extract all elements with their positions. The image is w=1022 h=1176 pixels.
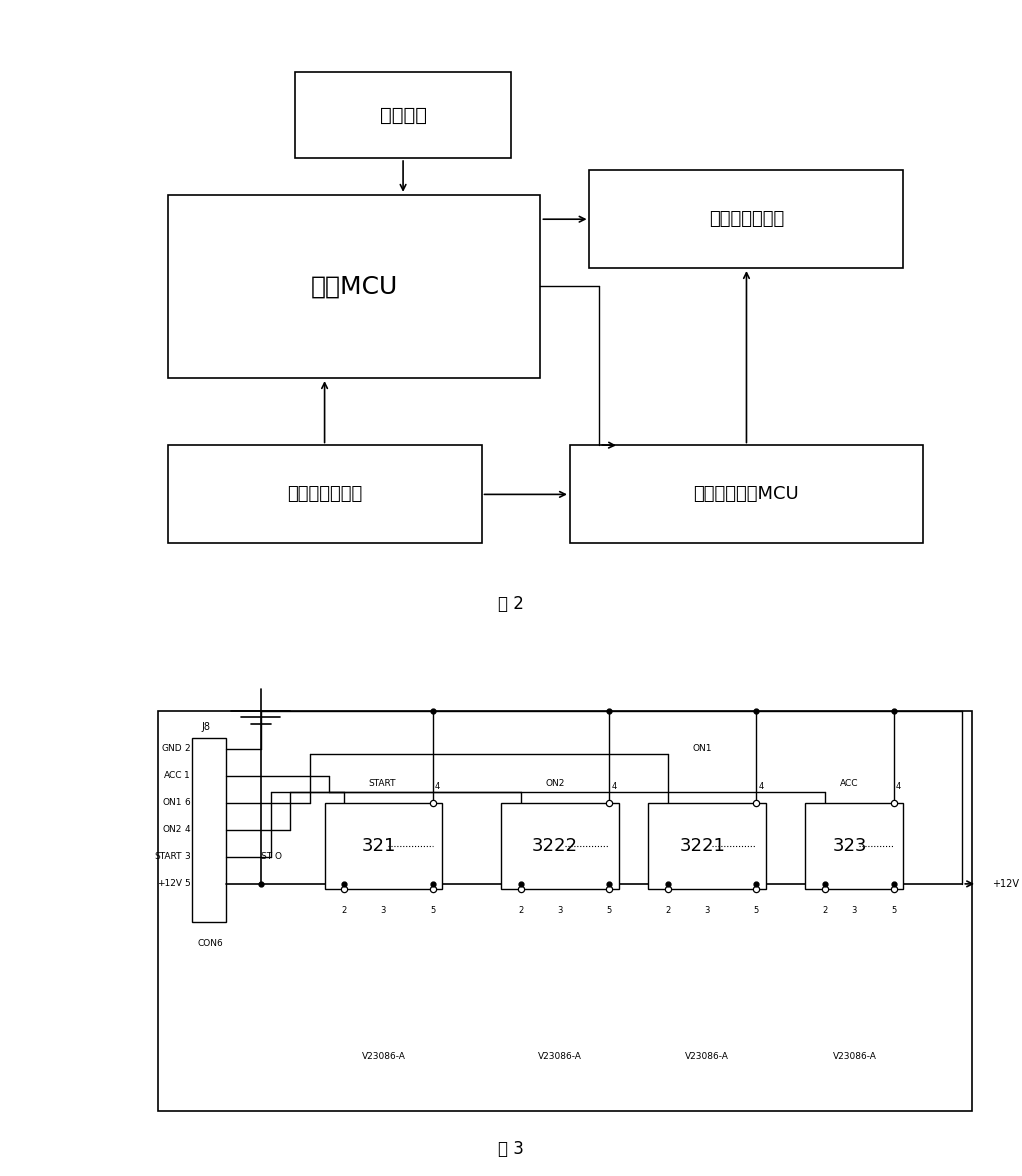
Text: 发动机启动检测: 发动机启动检测: [287, 486, 362, 503]
Bar: [295, 73, 511, 158]
Text: CON6: CON6: [197, 938, 223, 948]
Text: START: START: [369, 780, 397, 788]
Bar: [590, 171, 903, 268]
Text: ACC: ACC: [840, 780, 858, 788]
Text: ON1: ON1: [162, 799, 182, 807]
Text: 启动按鈕: 启动按鈕: [379, 106, 426, 125]
Text: 3: 3: [704, 907, 710, 915]
Bar: [168, 446, 481, 543]
Text: 启动马达监测MCU: 启动马达监测MCU: [694, 486, 799, 503]
Text: 6: 6: [184, 799, 190, 807]
Text: 2: 2: [823, 907, 828, 915]
Text: 5: 5: [184, 880, 190, 888]
Text: ON1: ON1: [693, 744, 712, 753]
Text: 4: 4: [434, 782, 440, 791]
Bar: [192, 737, 227, 922]
Text: 2: 2: [665, 907, 670, 915]
Text: 5: 5: [891, 907, 896, 915]
Text: 3: 3: [184, 853, 190, 861]
Text: 1: 1: [184, 771, 190, 780]
Text: 2: 2: [341, 907, 346, 915]
Text: 图 3: 图 3: [498, 1140, 524, 1158]
Bar: [648, 803, 766, 889]
Text: 2: 2: [518, 907, 523, 915]
Text: V23086-A: V23086-A: [686, 1053, 729, 1062]
Text: 图 2: 图 2: [498, 595, 524, 614]
Text: 3: 3: [557, 907, 563, 915]
Text: 启动马达继电器: 启动马达继电器: [709, 211, 784, 228]
Bar: [805, 803, 903, 889]
Text: 3221: 3221: [680, 837, 726, 855]
Text: ACC: ACC: [164, 771, 182, 780]
Text: 321: 321: [362, 837, 396, 855]
Text: 4: 4: [185, 826, 190, 834]
Text: 4: 4: [611, 782, 616, 791]
Text: 5: 5: [430, 907, 435, 915]
Text: 4: 4: [758, 782, 763, 791]
Text: +12V: +12V: [157, 880, 182, 888]
Bar: [168, 195, 541, 379]
Text: GND: GND: [161, 744, 182, 753]
Text: 主控MCU: 主控MCU: [311, 274, 398, 299]
Bar: [325, 803, 443, 889]
Text: V23086-A: V23086-A: [539, 1053, 582, 1062]
Text: J8: J8: [202, 722, 211, 731]
Text: 3: 3: [381, 907, 386, 915]
Text: 4: 4: [896, 782, 901, 791]
Text: START: START: [154, 853, 182, 861]
Text: 5: 5: [753, 907, 759, 915]
Text: V23086-A: V23086-A: [362, 1053, 406, 1062]
Text: ON2: ON2: [162, 826, 182, 834]
Text: ST O: ST O: [261, 853, 282, 861]
Text: 2: 2: [185, 744, 190, 753]
Text: ON2: ON2: [546, 780, 565, 788]
Bar: [570, 446, 923, 543]
Bar: [501, 803, 619, 889]
Text: 5: 5: [606, 907, 612, 915]
Text: V23086-A: V23086-A: [833, 1053, 876, 1062]
Text: 3: 3: [851, 907, 857, 915]
Bar: [157, 710, 972, 1111]
Text: 323: 323: [832, 837, 867, 855]
Text: +12V: +12V: [991, 878, 1019, 889]
Text: 3222: 3222: [532, 837, 578, 855]
